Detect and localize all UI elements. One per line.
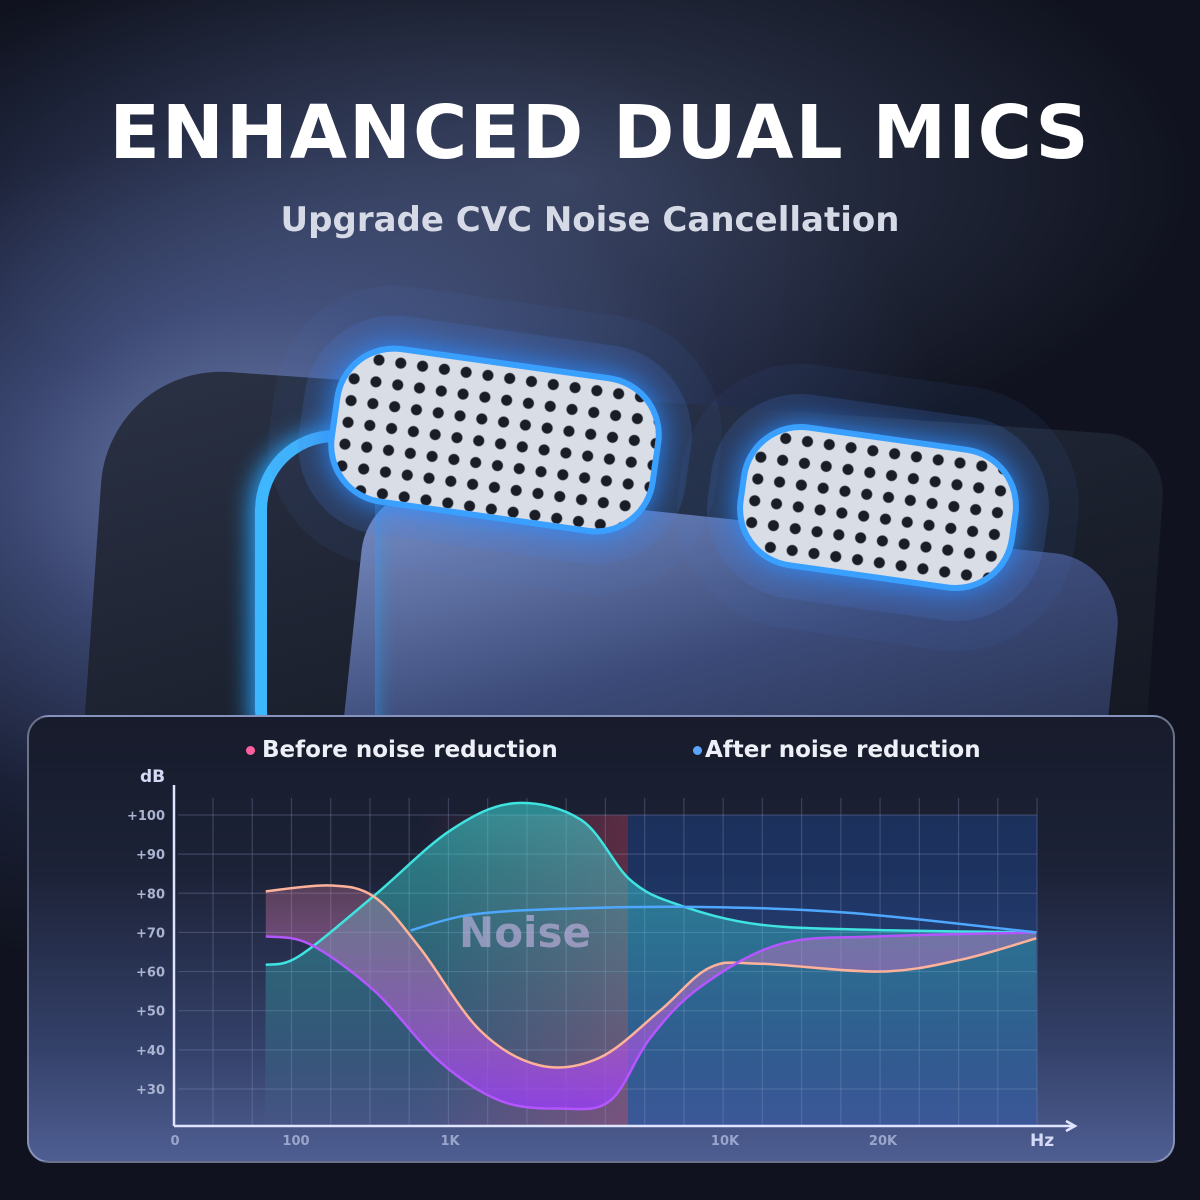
legend-item-before: Before noise reduction: [246, 737, 558, 763]
legend-label: Before noise reduction: [262, 737, 558, 763]
page-title: ENHANCED DUAL MICS: [109, 90, 1091, 176]
legend-dot-blue: [693, 745, 702, 755]
series-line-3: [410, 905, 1037, 934]
legend-item-after: After noise reduction: [693, 737, 981, 763]
y-tick-label: +90: [136, 848, 165, 863]
y-tick-label: +50: [136, 1005, 165, 1020]
y-tick-label: +40: [136, 1044, 165, 1059]
x-tick-label: 0: [170, 1134, 179, 1149]
series-area-purple: [265, 885, 1037, 1110]
x-axis-label: Hz: [1030, 1131, 1054, 1151]
y-tick-label: +70: [136, 926, 165, 941]
series-line-0: [265, 801, 1037, 967]
y-tick-label: +30: [136, 1083, 165, 1098]
y-axis-label: dB: [140, 767, 165, 787]
x-tick-label: 10K: [711, 1134, 740, 1149]
x-tick-label: 100: [282, 1134, 309, 1149]
page-subtitle: Upgrade CVC Noise Cancellation: [280, 200, 900, 240]
legend-dot-pink: [246, 745, 255, 755]
y-tick-label: +100: [127, 809, 165, 824]
noise-annotation: Noise: [459, 908, 591, 957]
x-tick-label: 1K: [440, 1134, 460, 1149]
x-axis-arrow-icon: [1065, 1119, 1078, 1133]
y-tick-label: +80: [136, 887, 165, 902]
x-tick-label: 20K: [869, 1134, 898, 1149]
y-tick-label: +60: [136, 966, 165, 981]
legend-label: After noise reduction: [705, 737, 981, 763]
